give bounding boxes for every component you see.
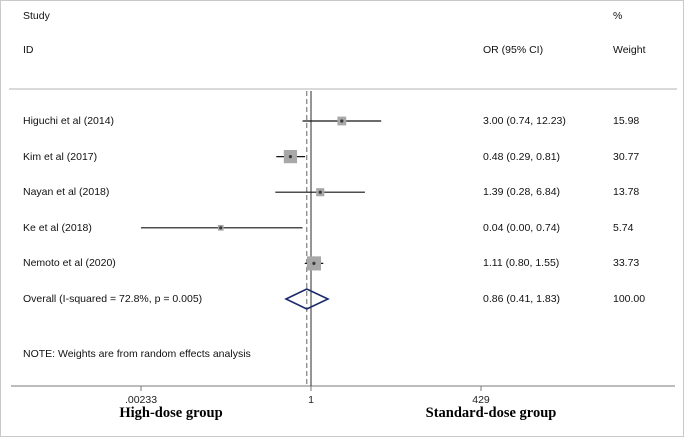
weight-value: 33.73: [613, 257, 640, 270]
study-label: Kim et al (2017): [23, 150, 98, 163]
overall-label: Overall (I-squared = 72.8%, p = 0.005): [23, 293, 203, 305]
col-header-weight: Weight: [613, 44, 646, 56]
or-ci-value: 1.39 (0.28, 6.84): [483, 186, 561, 199]
overall-diamond: [284, 288, 330, 310]
or-ci-value: 0.04 (0.00, 0.74): [483, 221, 561, 234]
or-ci-value: 0.48 (0.29, 0.81): [483, 150, 561, 163]
overall-weight-value: 100.00: [613, 293, 646, 305]
point-estimate-dot: [318, 190, 322, 194]
point-estimate-dot: [312, 261, 316, 265]
overall-or-ci-value: 0.86 (0.41, 1.83): [483, 293, 561, 305]
axis-tick-label: 1: [308, 394, 314, 406]
col-header-percent: %: [613, 10, 623, 22]
left-group-label: High-dose group: [119, 405, 223, 421]
study-label: Nemoto et al (2020): [23, 257, 116, 270]
weight-value: 30.77: [613, 150, 640, 163]
weight-value: 13.78: [613, 186, 640, 199]
col-header-or-ci: OR (95% CI): [483, 44, 544, 56]
weight-value: 15.98: [613, 115, 640, 127]
study-label: Ke et al (2018): [23, 221, 92, 234]
axis-tick-label: 429: [472, 394, 490, 406]
point-estimate-dot: [219, 226, 223, 230]
note-text: NOTE: Weights are from random effects an…: [23, 348, 251, 360]
study-label: Nayan et al (2018): [23, 186, 110, 199]
axis-tick-label: .00233: [124, 394, 158, 406]
point-estimate-dot: [288, 155, 293, 159]
or-ci-value: 3.00 (0.74, 12.23): [483, 115, 566, 127]
col-header-study: Study: [23, 10, 50, 22]
right-group-label: Standard-dose group: [425, 405, 557, 421]
col-header-id: ID: [23, 44, 34, 56]
point-estimate-dot: [340, 119, 344, 123]
study-label: Higuchi et al (2014): [23, 115, 115, 127]
or-ci-value: 1.11 (0.80, 1.55): [483, 257, 560, 270]
weight-value: 5.74: [613, 221, 634, 234]
